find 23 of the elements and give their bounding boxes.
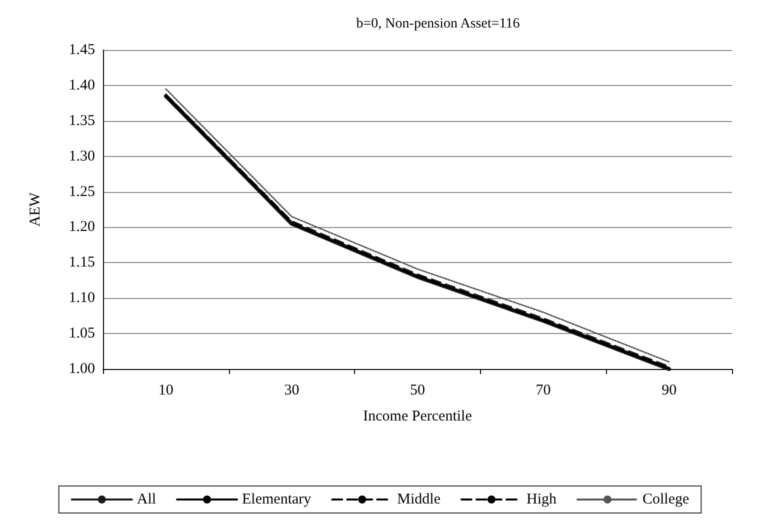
chart-title: b=0, Non-pension Asset=116 (356, 16, 520, 32)
x-tick-label: 50 (410, 382, 425, 398)
legend-label: Elementary (242, 492, 312, 508)
x-tick-label: 10 (158, 382, 174, 398)
y-tick-label: 1.25 (68, 184, 95, 200)
y-tick-label: 1.45 (68, 42, 95, 58)
x-tick-label: 30 (284, 382, 300, 398)
legend-label: Middle (397, 492, 441, 508)
y-tick-label: 1.05 (68, 326, 95, 342)
legend-label: All (136, 492, 156, 508)
x-tick-label: 90 (662, 382, 677, 398)
y-tick-label: 1.30 (68, 148, 95, 164)
y-tick-label: 1.20 (68, 219, 95, 236)
legend-label: College (642, 492, 690, 508)
y-axis-title: AEW (28, 192, 44, 227)
x-tick-label: 70 (536, 382, 551, 398)
y-tick-label: 1.00 (68, 361, 95, 377)
y-tick-label: 1.10 (68, 290, 95, 306)
legend-label: High (526, 492, 557, 508)
y-tick-label: 1.15 (68, 254, 95, 271)
y-tick-label: 1.40 (68, 77, 95, 94)
y-tick-label: 1.35 (68, 112, 95, 129)
x-axis-title: Income Percentile (363, 408, 472, 424)
